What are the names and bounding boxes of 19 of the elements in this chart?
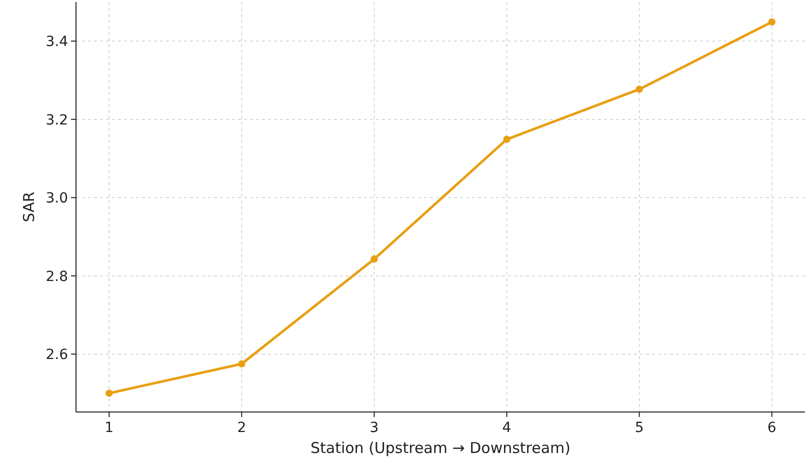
x-tick-label: 6 — [767, 420, 776, 436]
x-tick-label: 3 — [370, 420, 379, 436]
x-tick-label: 1 — [104, 420, 114, 436]
point — [636, 86, 643, 93]
y-tick-label: 2.6 — [46, 347, 68, 364]
x-axis-title: Station (Upstream → Downstream) — [310, 439, 571, 457]
x-tick-label: 2 — [237, 420, 246, 436]
point — [370, 255, 378, 263]
x-tick-label: 4 — [502, 420, 512, 436]
y-axis-title: SAR — [20, 192, 38, 222]
y-tick-label: 3.4 — [46, 34, 68, 50]
y-tick-label: 3.2 — [46, 112, 68, 128]
y-tick-label: 2.8 — [46, 268, 68, 285]
point — [768, 18, 776, 26]
y-tick-label: 3.0 — [46, 190, 68, 207]
x-tick-label: 5 — [634, 420, 644, 436]
point — [106, 390, 113, 397]
point — [238, 360, 246, 368]
point — [503, 136, 510, 143]
